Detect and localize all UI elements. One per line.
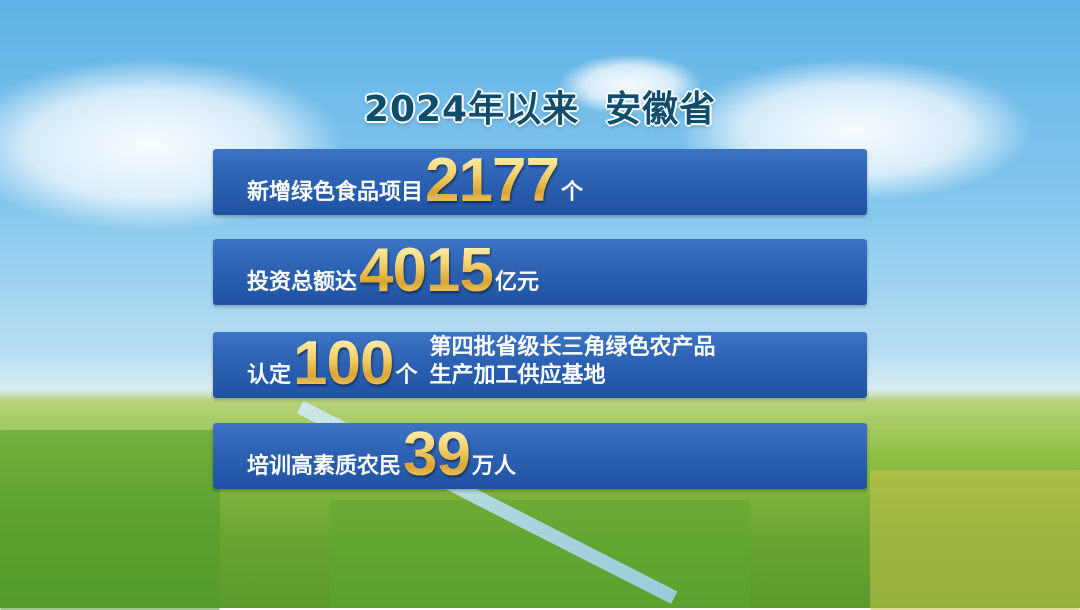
stat-value: 39 [403, 420, 471, 490]
stat-description-line2: 生产加工供应基地 [429, 363, 606, 388]
title-year: 2024年以来 [363, 89, 580, 130]
title-region: 安徽省 [605, 89, 717, 130]
stat-unit: 万人 [471, 454, 516, 479]
stat-description-line1: 第四批省级长三角绿色农产品 [429, 335, 716, 360]
stat-label: 投资总额达 [247, 270, 358, 295]
stat-panel-trained-farmers: 培训高素质农民 39 万人 [213, 423, 867, 489]
stat-panel-investment: 投资总额达 4015 亿元 [213, 239, 867, 305]
stat-label: 新增绿色食品项目 [247, 180, 424, 205]
field [0, 430, 220, 610]
stat-description: 第四批省级长三角绿色农产品 生产加工供应基地 [429, 334, 715, 390]
stat-unit: 亿元 [494, 270, 539, 295]
field [870, 470, 1080, 610]
stat-label: 培训高素质农民 [247, 454, 402, 479]
stat-value: 4015 [359, 236, 494, 306]
stat-value: 2177 [425, 146, 560, 216]
stat-unit: 个 [395, 363, 418, 388]
stat-unit: 个 [560, 180, 583, 205]
stat-panel-green-food-projects: 新增绿色食品项目 2177 个 [213, 149, 867, 215]
field [330, 500, 750, 608]
stat-panel-supply-bases: 认定 100 个 第四批省级长三角绿色农产品 生产加工供应基地 [213, 332, 867, 398]
stat-value: 100 [293, 329, 394, 399]
cloud-small [560, 55, 700, 115]
page-title: 2024年以来 安徽省 [0, 80, 1080, 132]
stat-label: 认定 [247, 363, 292, 388]
